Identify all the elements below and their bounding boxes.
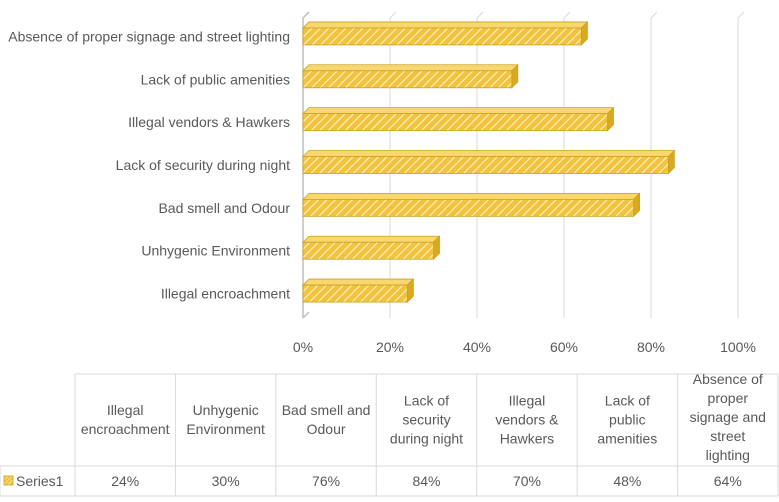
- x-tick-label: 100%: [720, 339, 756, 355]
- table-cell: 84%: [412, 473, 440, 489]
- x-tick-label: 40%: [463, 339, 491, 355]
- category-label: Unhygenic Environment: [141, 243, 290, 259]
- data-table: Illegal encroachment Unhygenic Environment B…: [0, 371, 779, 497]
- gridline: [389, 11, 397, 318]
- bar-top-face: [302, 150, 676, 157]
- grid-layer: [302, 11, 745, 319]
- bar-top-face: [302, 21, 589, 29]
- legend-key: [3, 475, 14, 486]
- table-cell: 64%: [714, 473, 742, 489]
- category-label-layer: Illegal encroachment Unhygenic Environmen…: [8, 28, 290, 301]
- table-cell: 48%: [613, 473, 641, 489]
- x-tick-label: 0%: [293, 339, 313, 355]
- x-tick-label: 80%: [637, 339, 665, 355]
- table-header: Lack of security during night: [390, 393, 463, 447]
- table-header: Illegal encroachment: [81, 402, 170, 437]
- table-cell: 24%: [111, 473, 139, 489]
- bar: [302, 241, 434, 260]
- bar-top-face: [302, 64, 519, 72]
- bar: [302, 27, 582, 46]
- tick-label-layer: 0% 20% 40% 60% 80% 100%: [293, 339, 756, 355]
- category-label: Lack of public amenities: [141, 71, 290, 87]
- category-label: Lack of security during night: [116, 157, 290, 173]
- bar-top-face: [302, 235, 441, 243]
- table-cell: 70%: [513, 473, 541, 489]
- bar-top-face: [302, 107, 615, 115]
- table-cell: 30%: [212, 473, 240, 489]
- bar-top-face: [302, 192, 641, 200]
- bar: [302, 113, 608, 132]
- bar: [302, 198, 635, 217]
- category-label: Illegal encroachment: [161, 286, 290, 302]
- table-cell: 76%: [312, 473, 340, 489]
- table-header: Bad smell and Odour: [282, 402, 371, 437]
- gridline: [650, 11, 658, 318]
- table-header: Unhygenic Environment: [186, 402, 265, 437]
- gridline: [737, 11, 745, 318]
- series-label: Series1: [16, 473, 64, 489]
- table-header: Absence of proper signage and street lightin…: [690, 371, 766, 463]
- x-tick-label: 20%: [376, 339, 404, 355]
- bar-top-face: [302, 278, 415, 286]
- y-axis-line: [302, 11, 310, 318]
- bar-layer: [302, 20, 676, 304]
- category-label: Bad smell and Odour: [158, 200, 290, 216]
- bar: [302, 156, 669, 174]
- gridline: [476, 11, 484, 318]
- category-label: Absence of proper signage and street lig…: [8, 28, 290, 44]
- gridline: [563, 11, 571, 318]
- bar: [302, 70, 513, 89]
- category-label: Illegal vendors & Hawkers: [128, 114, 290, 130]
- table-header: Illegal vendors & Hawkers: [495, 393, 559, 447]
- x-tick-label: 60%: [550, 339, 578, 355]
- table-header: Lack of public amenities: [597, 393, 657, 447]
- bar: [302, 284, 408, 303]
- axis-corner: [302, 311, 310, 319]
